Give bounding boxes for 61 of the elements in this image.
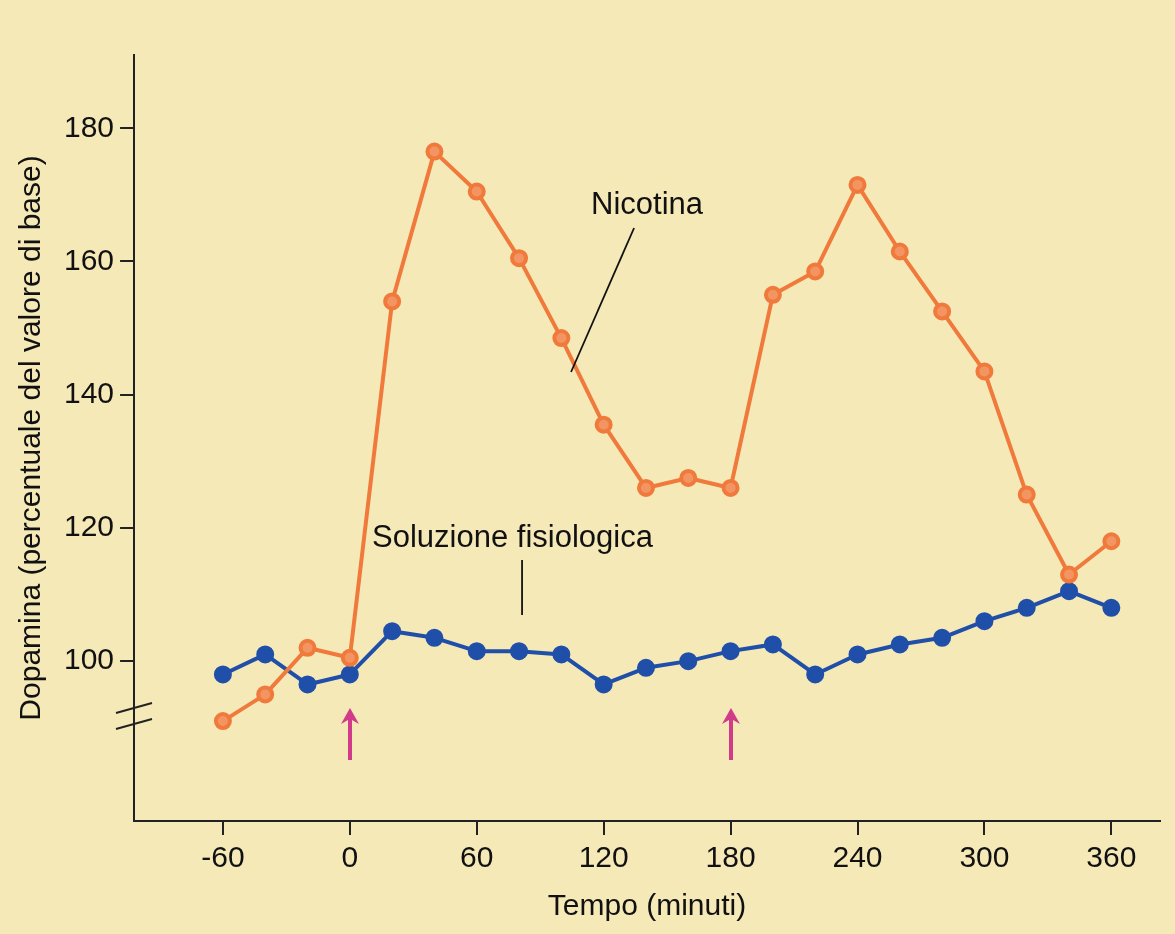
point — [552, 329, 571, 348]
x-tick-label: 240 — [832, 840, 883, 874]
x-tick-label: 120 — [578, 840, 629, 874]
point — [510, 249, 529, 268]
point — [975, 612, 994, 631]
point — [298, 638, 317, 657]
x-tick-label: 300 — [959, 840, 1010, 874]
point — [933, 302, 952, 321]
point — [890, 242, 909, 261]
point — [975, 362, 994, 381]
point — [636, 478, 655, 497]
point — [340, 665, 359, 684]
point — [425, 628, 444, 647]
point — [806, 262, 825, 281]
point — [679, 468, 698, 487]
x-tick-label: 60 — [460, 840, 494, 874]
point — [1102, 598, 1121, 617]
point — [1060, 565, 1079, 584]
y-tick-label: 160 — [63, 242, 115, 276]
y-tick-label: 180 — [63, 109, 115, 143]
text: Nicotina — [591, 185, 704, 221]
point — [806, 665, 825, 684]
point — [933, 628, 952, 647]
point — [467, 182, 486, 201]
y-tick-label: 120 — [63, 509, 115, 543]
point — [213, 665, 232, 684]
point — [1060, 582, 1079, 601]
x-tick-label: -60 — [201, 840, 245, 874]
point — [256, 685, 275, 704]
point — [763, 635, 782, 654]
y-axis-title: Dopamina (percentuale del valore di base) — [13, 155, 47, 721]
point — [1017, 598, 1036, 617]
x-tick-label: 360 — [1086, 840, 1137, 874]
point — [340, 648, 359, 667]
point — [721, 478, 740, 497]
point — [510, 642, 529, 661]
point — [594, 675, 613, 694]
point — [594, 415, 613, 434]
point — [552, 645, 571, 664]
point — [679, 652, 698, 671]
point — [298, 675, 317, 694]
point — [383, 292, 402, 311]
point — [848, 645, 867, 664]
text: Soluzione fisiologica — [372, 518, 654, 554]
x-tick-label: 0 — [341, 840, 359, 874]
point — [1102, 532, 1121, 551]
x-axis-title: Tempo (minuti) — [547, 888, 747, 922]
point — [425, 142, 444, 161]
point — [1017, 485, 1036, 504]
point — [890, 635, 909, 654]
point — [213, 712, 232, 731]
point — [383, 622, 402, 641]
point — [467, 642, 486, 661]
y-tick-label: 140 — [63, 375, 115, 409]
point — [721, 642, 740, 661]
point — [763, 285, 782, 304]
point — [848, 175, 867, 194]
y-tick-label: 100 — [63, 642, 115, 676]
point — [256, 645, 275, 664]
x-tick-label: 180 — [705, 840, 756, 874]
point — [636, 658, 655, 677]
